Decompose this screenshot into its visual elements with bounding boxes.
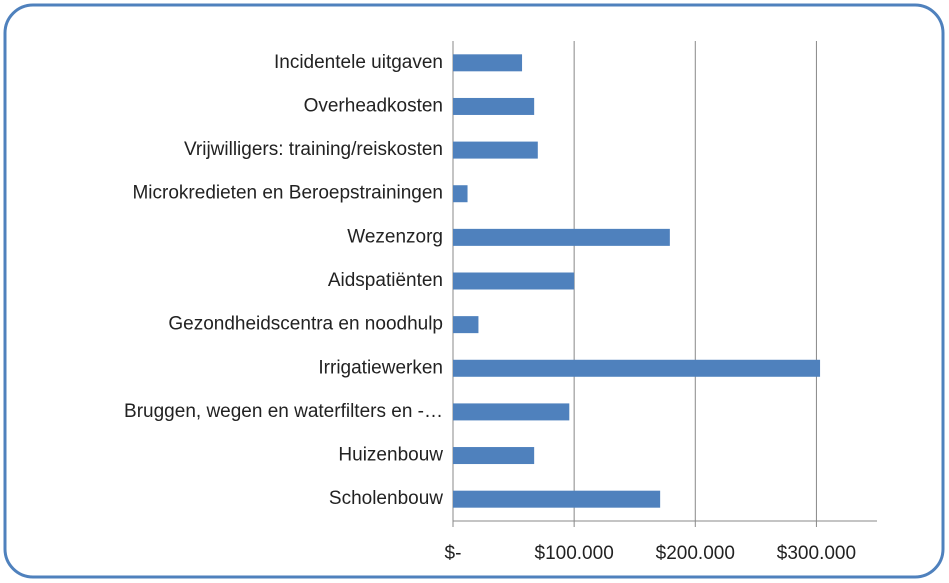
y-tick-label: Gezondheidscentra en noodhulp bbox=[168, 314, 443, 335]
y-tick-label: Incidentele uitgaven bbox=[274, 52, 443, 73]
y-tick-label: Irrigatiewerken bbox=[318, 357, 443, 378]
x-tick-label: $100.000 bbox=[535, 543, 614, 564]
y-tick-label: Aidspatiënten bbox=[328, 270, 443, 291]
y-tick-label: Overheadkosten bbox=[304, 95, 443, 116]
y-tick-label: Scholenbouw bbox=[329, 488, 443, 509]
bar bbox=[453, 490, 661, 508]
bar bbox=[453, 54, 523, 72]
x-tick-label: $300.000 bbox=[777, 543, 856, 564]
y-tick-label: Bruggen, wegen en waterfilters en -… bbox=[124, 401, 443, 422]
x-tick-label: $- bbox=[445, 543, 462, 564]
bar bbox=[453, 447, 535, 465]
chart-frame bbox=[3, 3, 945, 579]
bar bbox=[453, 403, 570, 421]
y-tick-label: Huizenbouw bbox=[338, 445, 443, 466]
bar bbox=[453, 316, 479, 334]
bar bbox=[453, 141, 538, 159]
bar bbox=[453, 228, 670, 246]
bar bbox=[453, 359, 821, 377]
bar bbox=[453, 97, 535, 115]
y-tick-label: Vrijwilligers: training/reiskosten bbox=[184, 139, 443, 160]
y-tick-label: Wezenzorg bbox=[347, 226, 443, 247]
y-tick-label: Microkredieten en Beroepstrainingen bbox=[132, 183, 443, 204]
x-tick-label: $200.000 bbox=[656, 543, 735, 564]
bar bbox=[453, 185, 468, 203]
bar bbox=[453, 272, 575, 290]
